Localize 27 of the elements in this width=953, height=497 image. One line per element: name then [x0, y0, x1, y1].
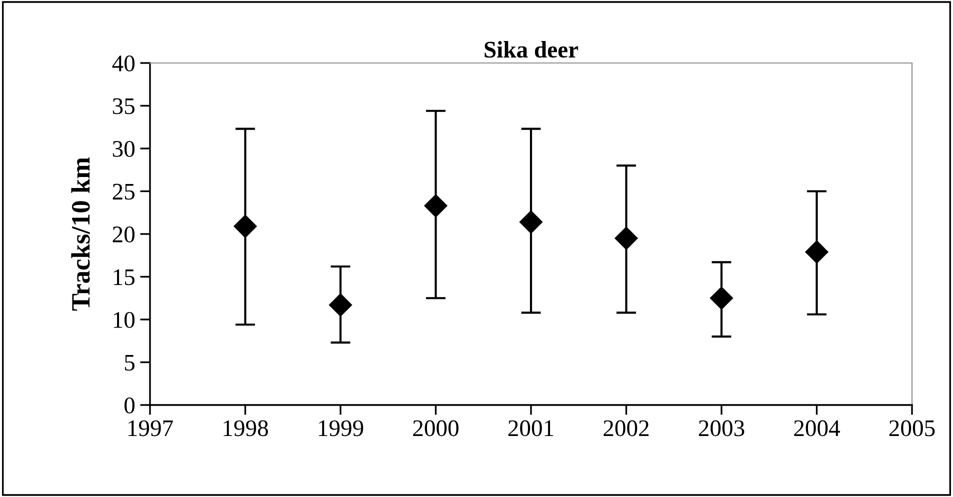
point — [520, 210, 542, 234]
point — [805, 240, 828, 264]
y-axis-title: Tracks/10 km — [71, 157, 90, 311]
y-tick-label: 30 — [112, 140, 135, 157]
y-tick-label: 0 — [124, 397, 135, 414]
x-tick-label: 2005 — [889, 420, 935, 436]
chart-title: Sika deer — [484, 41, 578, 58]
point — [614, 226, 638, 250]
x-tick-label: 1997 — [128, 420, 173, 436]
x-tick-label: 2004 — [794, 420, 840, 436]
y-tick-label: 40 — [112, 55, 135, 72]
y-tick-label: 20 — [112, 226, 135, 242]
y-tick-label: 35 — [112, 98, 134, 114]
x-tick-label: 2000 — [413, 420, 458, 436]
y-tick-label: 10 — [114, 312, 135, 328]
point — [710, 286, 733, 310]
point — [234, 214, 257, 238]
y-tick-label: 5 — [124, 354, 134, 371]
x-tick-label: 2003 — [698, 420, 744, 436]
y-tick-label: 15 — [114, 269, 134, 286]
y-tick-label: 25 — [112, 184, 134, 200]
point — [329, 293, 352, 316]
x-tick-label: 1999 — [318, 420, 364, 436]
point — [424, 194, 448, 218]
x-tick-label: 2002 — [604, 420, 649, 436]
x-tick-label: 1998 — [224, 420, 268, 436]
x-tick-label: 2001 — [508, 420, 554, 436]
